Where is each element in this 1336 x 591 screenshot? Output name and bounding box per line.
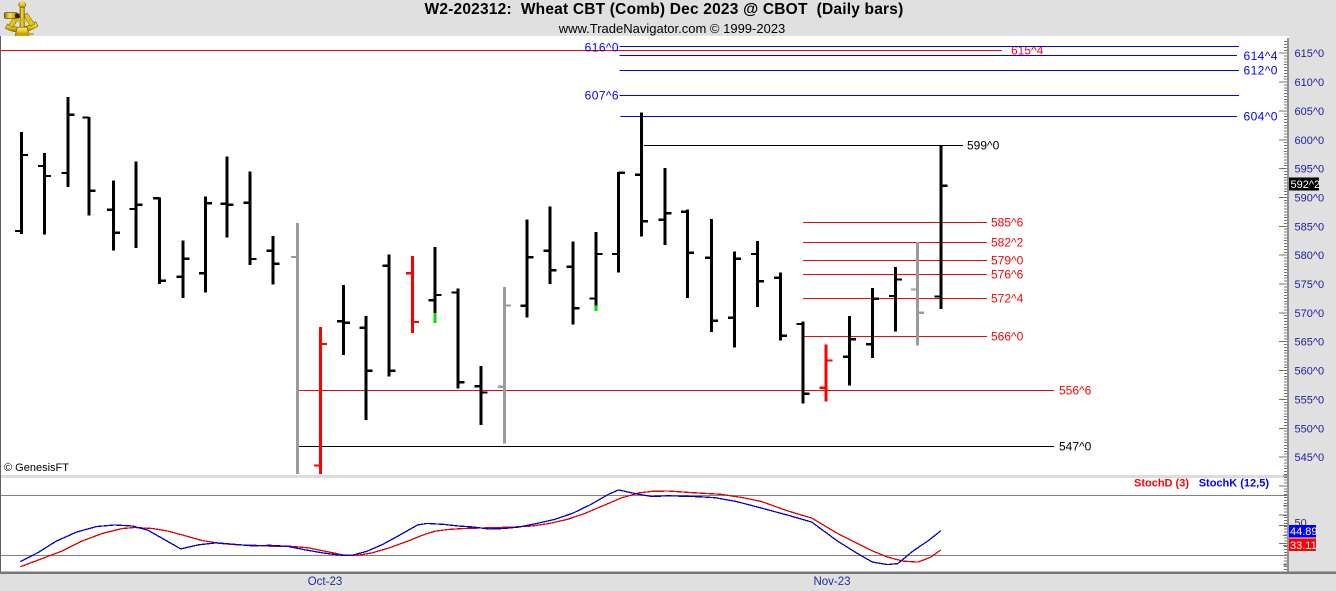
svg-text:616^0: 616^0 (585, 41, 619, 55)
svg-text:585^6: 585^6 (991, 216, 1024, 230)
svg-text:550^0: 550^0 (1295, 423, 1325, 435)
svg-text:615^0: 615^0 (1295, 48, 1325, 60)
svg-text:614^4: 614^4 (1244, 49, 1278, 63)
svg-text:576^6: 576^6 (991, 268, 1024, 282)
svg-text:582^2: 582^2 (991, 236, 1024, 250)
svg-text:585^0: 585^0 (1295, 221, 1325, 233)
svg-text:604^0: 604^0 (1244, 110, 1278, 124)
svg-text:599^0: 599^0 (967, 139, 1000, 153)
svg-text:StochD (3): StochD (3) (1134, 478, 1189, 490)
svg-text:595^0: 595^0 (1295, 164, 1325, 176)
svg-text:605^0: 605^0 (1295, 106, 1325, 118)
svg-text:590^0: 590^0 (1295, 192, 1325, 204)
svg-text:StochK (12,5): StochK (12,5) (1199, 478, 1270, 490)
svg-text:556^6: 556^6 (1059, 384, 1092, 398)
svg-text:592^2: 592^2 (1291, 179, 1321, 191)
svg-text:612^0: 612^0 (1244, 64, 1278, 78)
svg-text:565^0: 565^0 (1295, 337, 1325, 349)
svg-text:570^0: 570^0 (1295, 308, 1325, 320)
svg-text:560^0: 560^0 (1295, 366, 1325, 378)
svg-text:580^0: 580^0 (1295, 250, 1325, 262)
svg-text:600^0: 600^0 (1295, 135, 1325, 147)
svg-text:© GenesisFT: © GenesisFT (4, 462, 69, 474)
svg-text:Oct-23: Oct-23 (308, 576, 343, 588)
svg-text:Nov-23: Nov-23 (813, 576, 850, 588)
svg-text:575^0: 575^0 (1295, 279, 1325, 291)
svg-text:545^0: 545^0 (1295, 452, 1325, 464)
svg-text:33.11: 33.11 (1290, 540, 1317, 552)
svg-text:44.89: 44.89 (1290, 526, 1318, 538)
svg-text:566^0: 566^0 (991, 330, 1024, 344)
svg-text:610^0: 610^0 (1295, 77, 1325, 89)
svg-text:607^6: 607^6 (585, 89, 619, 103)
svg-text:555^0: 555^0 (1295, 394, 1325, 406)
svg-text:579^0: 579^0 (991, 254, 1024, 268)
svg-text:572^4: 572^4 (991, 292, 1024, 306)
svg-text:547^0: 547^0 (1059, 440, 1092, 454)
